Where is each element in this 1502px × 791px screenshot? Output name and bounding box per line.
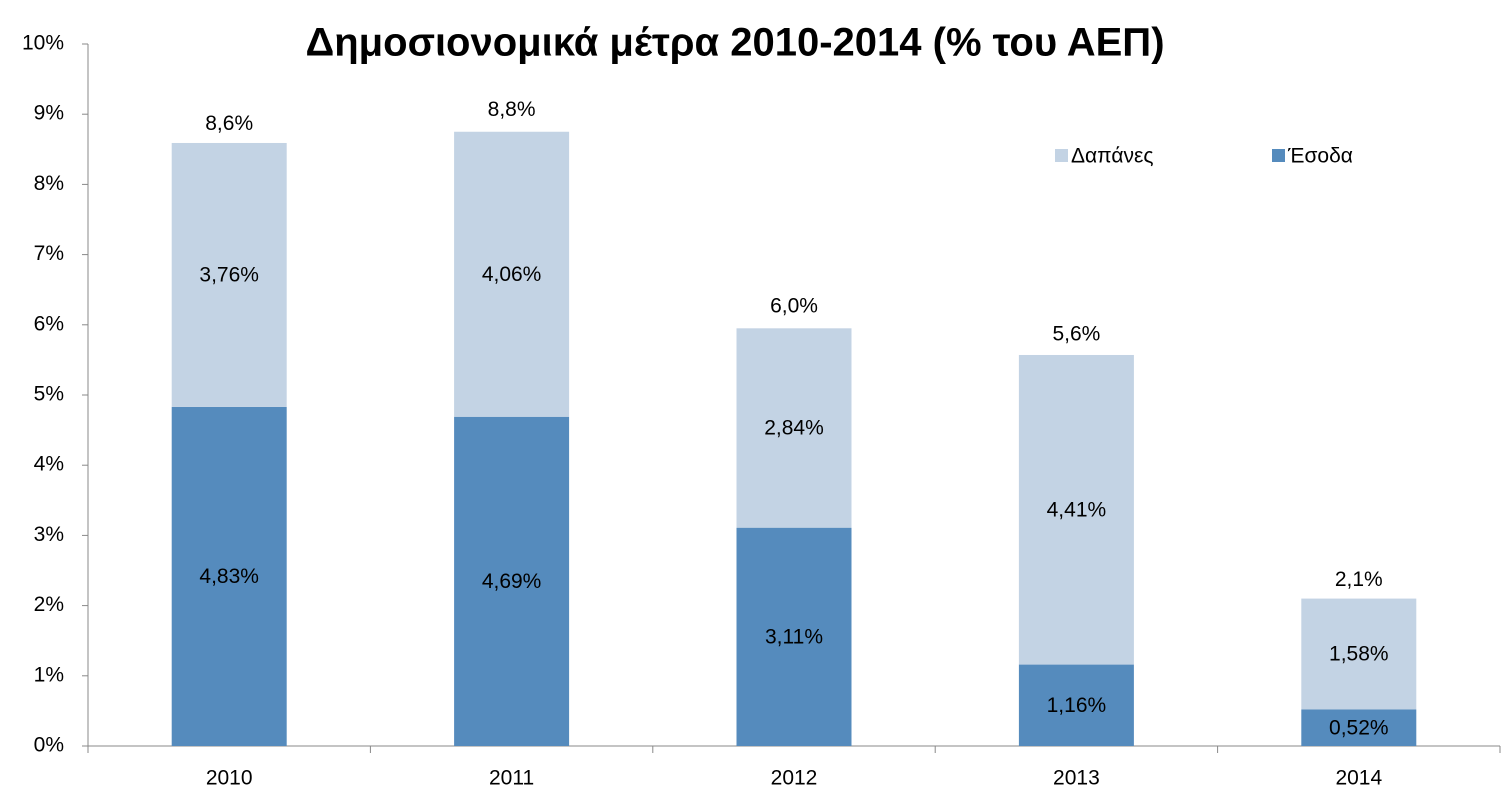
y-tick-label: 7%: [34, 242, 64, 265]
bar-segment: [1018, 354, 1134, 665]
legend-swatch: [1055, 149, 1068, 162]
bar-segment: [171, 406, 287, 746]
bar-segment: [454, 416, 570, 746]
y-tick-label: 10%: [22, 32, 64, 55]
total-label: 2,1%: [1335, 568, 1383, 591]
total-label: 6,0%: [770, 294, 818, 317]
x-tick-label: 2013: [1053, 767, 1100, 790]
bar-segment: [736, 328, 852, 528]
bar-segment: [1301, 709, 1417, 746]
bar-segment: [454, 131, 570, 417]
total-label: 8,8%: [488, 98, 536, 121]
data-label: 4,06%: [482, 263, 542, 286]
bar-segment: [1018, 664, 1134, 746]
bar-segment: [1301, 598, 1417, 710]
x-tick-label: 2010: [206, 767, 253, 790]
x-tick-label: 2012: [771, 767, 818, 790]
data-label: 2,84%: [764, 417, 824, 440]
data-label: 3,76%: [199, 264, 259, 287]
data-label: 4,69%: [482, 570, 542, 593]
legend-label: Δαπάνες: [1071, 145, 1153, 168]
bar-segment: [171, 142, 287, 407]
bar-segment: [736, 527, 852, 746]
data-label: 0,52%: [1329, 716, 1389, 739]
legend-swatch: [1272, 149, 1285, 162]
total-label: 5,6%: [1052, 322, 1100, 345]
chart-title: Δημοσιονομικά μέτρα 2010-2014 (% του ΑΕΠ…: [305, 21, 1164, 65]
x-tick-label: 2014: [1335, 767, 1382, 790]
y-tick-label: 5%: [34, 383, 64, 406]
data-label: 3,11%: [765, 625, 823, 648]
data-label: 1,16%: [1047, 694, 1107, 717]
data-label: 4,83%: [199, 565, 259, 588]
y-tick-label: 9%: [34, 102, 64, 125]
y-tick-label: 2%: [34, 593, 64, 616]
y-tick-label: 0%: [34, 734, 64, 757]
y-tick-label: 1%: [34, 663, 64, 686]
legend-label: Έσοδα: [1287, 145, 1353, 168]
total-label: 8,6%: [205, 112, 253, 135]
y-tick-label: 4%: [34, 453, 64, 476]
y-tick-label: 3%: [34, 523, 64, 546]
y-tick-label: 6%: [34, 312, 64, 335]
y-tick-label: 8%: [34, 172, 64, 195]
data-label: 1,58%: [1329, 643, 1389, 666]
x-tick-label: 2011: [489, 767, 534, 790]
data-label: 4,41%: [1047, 498, 1107, 521]
